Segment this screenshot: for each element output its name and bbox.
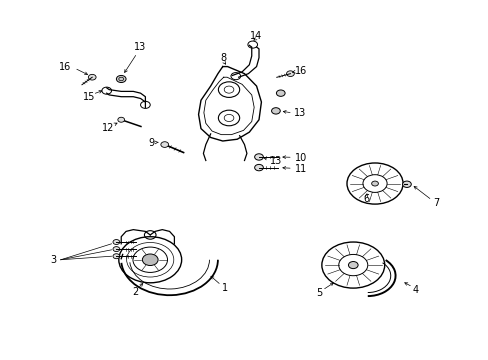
Circle shape bbox=[286, 71, 294, 77]
Text: 13: 13 bbox=[293, 108, 305, 118]
Circle shape bbox=[113, 239, 120, 244]
Text: 4: 4 bbox=[412, 285, 418, 295]
Text: 3: 3 bbox=[50, 255, 57, 265]
Text: 13: 13 bbox=[134, 42, 146, 52]
Circle shape bbox=[142, 254, 158, 266]
Text: 16: 16 bbox=[295, 66, 307, 76]
Text: 12: 12 bbox=[102, 122, 114, 132]
Circle shape bbox=[276, 90, 285, 96]
Circle shape bbox=[254, 165, 263, 171]
Text: 8: 8 bbox=[220, 53, 226, 63]
Circle shape bbox=[118, 117, 124, 122]
Circle shape bbox=[271, 108, 280, 114]
Circle shape bbox=[348, 261, 357, 269]
Circle shape bbox=[116, 76, 126, 82]
Circle shape bbox=[349, 262, 356, 268]
Text: 15: 15 bbox=[82, 92, 95, 102]
Text: 2: 2 bbox=[132, 287, 139, 297]
Text: 13: 13 bbox=[269, 156, 282, 166]
Text: 11: 11 bbox=[295, 165, 307, 174]
Text: 16: 16 bbox=[59, 62, 71, 72]
Text: 1: 1 bbox=[222, 283, 228, 293]
Circle shape bbox=[113, 247, 120, 252]
Text: 6: 6 bbox=[363, 194, 368, 204]
Circle shape bbox=[254, 154, 263, 160]
Circle shape bbox=[371, 181, 378, 186]
Text: 5: 5 bbox=[316, 288, 322, 298]
Text: 9: 9 bbox=[148, 138, 154, 148]
Text: 10: 10 bbox=[295, 153, 307, 163]
Text: 7: 7 bbox=[432, 198, 438, 208]
Circle shape bbox=[402, 181, 410, 188]
Text: 14: 14 bbox=[249, 31, 262, 41]
Circle shape bbox=[88, 75, 96, 80]
Circle shape bbox=[113, 254, 120, 259]
Circle shape bbox=[161, 142, 168, 147]
